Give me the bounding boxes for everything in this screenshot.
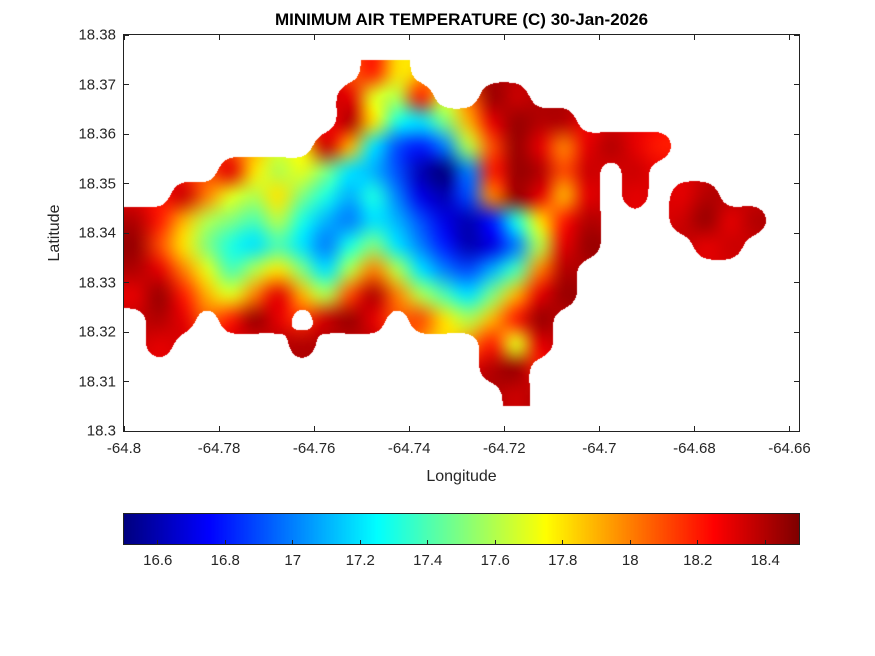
y-axis-tick-label: 18.35 [78,175,116,192]
x-axis-tick-label: -64.74 [387,440,431,457]
colorbar-tick-mark [292,540,294,544]
y-tick-mark [124,84,129,85]
x-axis-tick-label: -64.66 [768,440,811,457]
x-tick-mark-top [408,35,410,40]
y-axis-tick-label: 18.33 [78,274,116,291]
colorbar-tick-label: 17 [284,552,302,569]
y-tick-mark [124,34,129,36]
colorbar-tick-label: 16.6 [143,552,173,569]
y-tick-mark-right [794,282,799,283]
y-axis-tick-label: 18.34 [78,224,116,242]
colorbar-tick-label: 18.4 [750,552,780,569]
y-tick-mark-right [794,84,799,85]
y-tick-mark [124,183,129,184]
y-tick-mark [124,133,129,135]
x-axis-tick-label: -64.72 [483,440,526,457]
x-tick-mark [408,426,410,431]
x-tick-mark [788,426,790,431]
x-tick-mark-top [598,35,600,40]
colorbar-tick-mark [629,540,631,544]
colorbar-tick-mark [697,540,699,544]
x-tick-mark-top [693,35,695,40]
y-tick-mark [124,331,129,333]
x-tick-mark-top [503,35,505,40]
colorbar [123,513,800,545]
x-tick-mark [123,426,125,431]
y-tick-mark-right [794,331,799,333]
y-tick-mark [124,381,129,382]
colorbar-tick-label: 18.2 [683,552,713,569]
x-axis-tick-label: -64.8 [106,440,142,457]
y-axis-tick-label: 18.3 [86,422,116,440]
colorbar-tick-label: 18 [621,552,639,569]
y-tick-mark [124,282,129,283]
colorbar-canvas [124,514,799,544]
y-axis-tick-label: 18.37 [78,76,116,93]
y-tick-mark [124,232,129,234]
colorbar-tick-label: 17.2 [345,552,375,569]
y-tick-mark-right [794,381,799,382]
x-tick-mark [503,426,505,431]
y-tick-mark-right [794,183,799,184]
heatmap-canvas [124,35,799,431]
x-tick-mark-top [218,35,220,40]
colorbar-tick-mark [224,540,226,544]
x-axis-tick-label: -64.78 [197,440,241,457]
colorbar-tick-label: 17.4 [413,552,443,569]
x-tick-mark [313,426,315,431]
y-tick-mark [124,430,129,432]
y-axis-tick-label: 18.38 [78,26,116,44]
colorbar-tick-mark [562,540,564,544]
y-tick-mark-right [794,430,799,432]
x-tick-mark [693,426,695,431]
colorbar-tick-mark [157,540,159,544]
colorbar-tick-mark [427,540,429,544]
x-axis-tick-label: -64.76 [292,440,336,457]
x-tick-mark-top [313,35,315,40]
x-axis-tick-label: -64.7 [582,440,617,457]
chart-title: MINIMUM AIR TEMPERATURE (C) 30-Jan-2026 [274,10,649,29]
x-tick-mark [598,426,600,431]
y-axis-tick-label: 18.36 [78,125,116,143]
y-axis-tick-label: 18.32 [78,323,116,341]
colorbar-tick-label: 17.6 [480,552,510,569]
x-tick-mark [218,426,220,431]
colorbar-tick-mark [764,540,766,544]
x-tick-mark-top [123,35,125,40]
colorbar-tick-mark [359,540,361,544]
y-tick-mark-right [794,34,799,36]
colorbar-tick-label: 17.8 [548,552,578,569]
x-axis-tick-label: -64.68 [673,440,716,457]
y-tick-mark-right [794,232,799,234]
x-axis-label: Longitude [426,468,497,485]
plot-area [123,34,800,432]
y-tick-mark-right [794,133,799,135]
colorbar-tick-label: 16.8 [210,552,240,569]
y-axis-tick-label: 18.31 [78,373,116,390]
x-tick-mark-top [788,35,790,40]
colorbar-tick-mark [494,540,496,544]
